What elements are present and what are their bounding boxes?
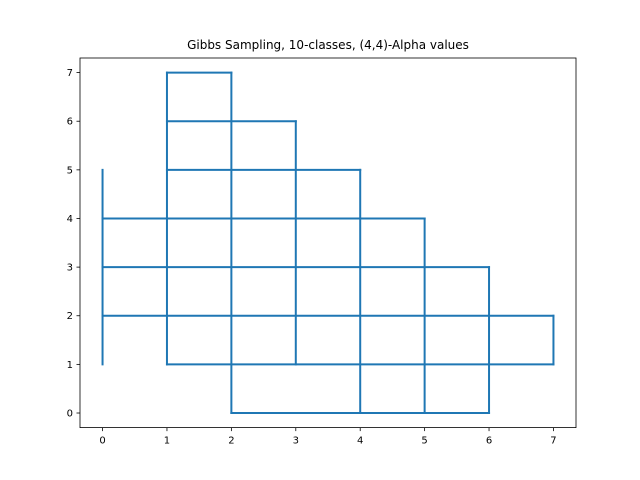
x-tick-label: 7 <box>550 436 556 447</box>
x-tick-label: 2 <box>228 436 234 447</box>
y-tick-label: 3 <box>67 263 73 274</box>
series-0 <box>101 71 555 415</box>
series-layer <box>101 71 555 415</box>
x-tick-label: 0 <box>99 436 105 447</box>
y-tick-label: 6 <box>67 117 73 128</box>
x-tick-label: 6 <box>486 436 492 447</box>
x-tick-label: 3 <box>293 436 299 447</box>
y-tick-label: 2 <box>67 311 73 322</box>
x-tick-label: 4 <box>357 436 363 447</box>
y-tick-label: 7 <box>67 68 73 79</box>
x-tick-label: 1 <box>164 436 170 447</box>
y-axis: 0 1 2 3 4 5 6 7 <box>67 68 80 420</box>
y-tick-label: 5 <box>67 165 73 176</box>
y-tick-label: 4 <box>67 214 73 225</box>
x-axis: 0 1 2 3 4 5 6 7 <box>99 427 557 447</box>
y-tick-label: 1 <box>67 360 73 371</box>
y-tick-label: 0 <box>67 409 73 420</box>
x-tick-label: 5 <box>421 436 427 447</box>
plot-frame <box>79 57 577 429</box>
chart-title: Gibbs Sampling, 10-classes, (4,4)-Alpha … <box>187 38 469 52</box>
